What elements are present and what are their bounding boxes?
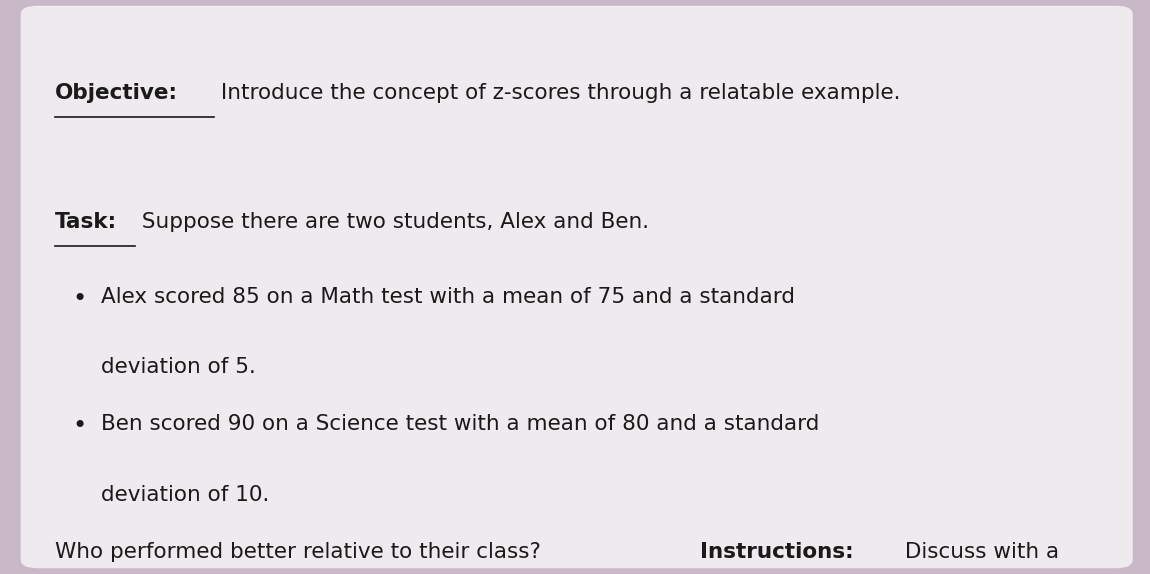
Text: deviation of 5.: deviation of 5. [101, 357, 256, 377]
FancyBboxPatch shape [21, 6, 1133, 568]
Text: Objective:: Objective: [55, 83, 178, 103]
Text: Alex scored 85 on a Math test with a mean of 75 and a standard: Alex scored 85 on a Math test with a mea… [101, 287, 795, 307]
Text: •: • [72, 287, 86, 311]
Text: Suppose there are two students, Alex and Ben.: Suppose there are two students, Alex and… [136, 212, 650, 232]
Text: Introduce the concept of z-scores through a relatable example.: Introduce the concept of z-scores throug… [214, 83, 900, 103]
Text: Discuss with a: Discuss with a [898, 542, 1059, 563]
Text: Instructions:: Instructions: [700, 542, 853, 563]
Text: Who performed better relative to their class?: Who performed better relative to their c… [55, 542, 554, 563]
Text: deviation of 10.: deviation of 10. [101, 485, 269, 505]
Text: Ben scored 90 on a Science test with a mean of 80 and a standard: Ben scored 90 on a Science test with a m… [101, 414, 820, 435]
Text: Task:: Task: [55, 212, 117, 232]
Text: •: • [72, 414, 86, 439]
